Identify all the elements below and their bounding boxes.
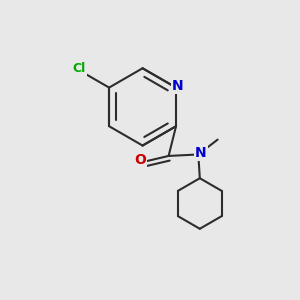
Text: Cl: Cl [73, 62, 86, 75]
Text: N: N [195, 146, 206, 160]
Text: O: O [134, 152, 146, 167]
Text: N: N [172, 79, 183, 93]
